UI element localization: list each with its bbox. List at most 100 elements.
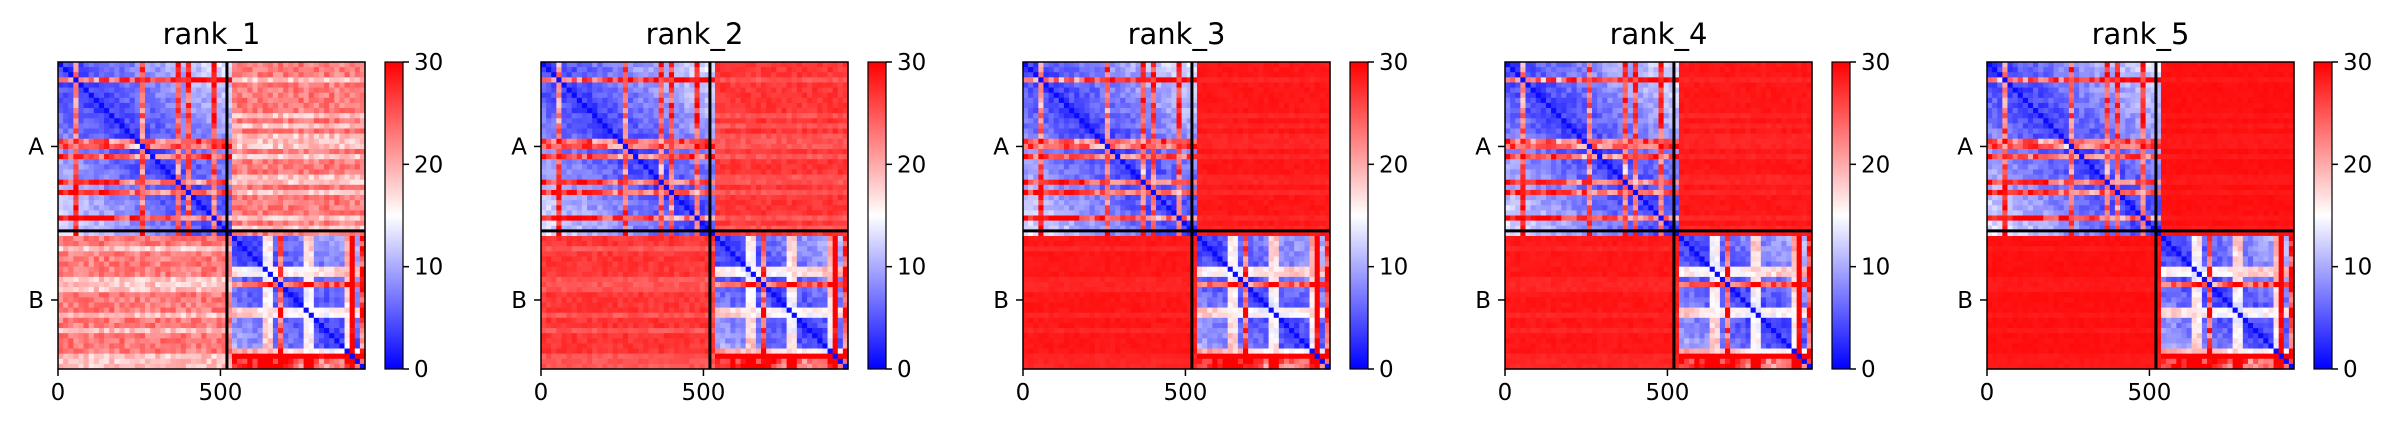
heatmap-cell — [94, 333, 100, 339]
heatmap-cell — [355, 144, 361, 150]
heatmap-cell — [268, 88, 274, 94]
heatmap-cell — [99, 190, 105, 196]
heatmap-cell — [293, 98, 299, 104]
heatmap-cell — [735, 139, 741, 145]
heatmap-cell — [165, 359, 171, 365]
heatmap-cell — [817, 175, 823, 181]
heatmap-cell — [217, 241, 223, 247]
heatmap-cell — [181, 333, 187, 339]
heatmap-cell — [135, 77, 141, 83]
heatmap-cell — [263, 313, 269, 319]
heatmap-cell — [186, 354, 192, 360]
heatmap-cell — [329, 338, 335, 344]
heatmap-cell — [212, 297, 218, 303]
heatmap-cell — [355, 205, 361, 211]
heatmap-cell — [181, 123, 187, 129]
heatmap-cell — [165, 82, 171, 88]
heatmap-cell — [278, 256, 284, 262]
heatmap-cell — [171, 292, 177, 298]
heatmap-cell — [283, 338, 289, 344]
heatmap-cell — [145, 159, 151, 165]
heatmap-cell — [247, 343, 253, 349]
heatmap-cell — [89, 164, 95, 170]
heatmap-cell — [109, 302, 115, 308]
heatmap-cell — [567, 159, 573, 165]
heatmap-cell — [674, 169, 680, 175]
heatmap-cell — [206, 169, 212, 175]
heatmap-cell — [160, 149, 166, 155]
heatmap-cell — [822, 123, 828, 129]
heatmap-cell — [350, 175, 356, 181]
heatmap-cell — [623, 123, 629, 129]
heatmap-cell — [78, 256, 84, 262]
panel-title: rank_2 — [646, 17, 744, 51]
heatmap-cell — [597, 123, 603, 129]
heatmap-cell — [63, 98, 69, 104]
heatmap-cell — [237, 277, 243, 283]
heatmap-cell — [191, 308, 197, 314]
heatmap-cell — [700, 93, 706, 99]
heatmap-cell — [329, 118, 335, 124]
heatmap-cell — [725, 134, 731, 140]
heatmap-cell — [84, 262, 90, 268]
heatmap-cell — [273, 323, 279, 329]
heatmap-cell — [807, 164, 813, 170]
heatmap-cell — [78, 297, 84, 303]
heatmap-cell — [252, 277, 258, 283]
heatmap-cell — [355, 180, 361, 186]
heatmap-cell — [119, 129, 125, 135]
heatmap-cell — [304, 67, 310, 73]
heatmap-cell — [324, 154, 330, 160]
heatmap-cell — [109, 123, 115, 129]
heatmap-cell — [160, 139, 166, 145]
heatmap-cell — [263, 164, 269, 170]
heatmap-cell — [68, 343, 74, 349]
heatmap-cell — [781, 159, 787, 165]
heatmap-cell — [345, 129, 351, 135]
heatmap-cell — [186, 236, 192, 242]
heatmap-cell — [751, 93, 757, 99]
heatmap-cell — [324, 256, 330, 262]
heatmap-cell — [561, 82, 567, 88]
heatmap-cell — [807, 169, 813, 175]
heatmap-cell — [58, 195, 64, 201]
heatmap-cell — [551, 164, 557, 170]
heatmap-cell — [89, 292, 95, 298]
heatmap-cell — [283, 262, 289, 268]
heatmap-cell — [781, 113, 787, 119]
heatmap-cell — [150, 98, 156, 104]
heatmap-cell — [715, 134, 721, 140]
heatmap-cell — [68, 328, 74, 334]
heatmap-cell — [329, 262, 335, 268]
heatmap-cell — [746, 82, 752, 88]
heatmap-cell — [771, 134, 777, 140]
heatmap-cell — [329, 123, 335, 129]
heatmap-cell — [643, 93, 649, 99]
heatmap-cell — [89, 62, 95, 68]
heatmap-cell — [196, 297, 202, 303]
heatmap-cell — [114, 308, 120, 314]
heatmap-cell — [602, 77, 608, 83]
heatmap-cell — [232, 349, 238, 355]
heatmap-cell — [201, 93, 207, 99]
heatmap-cell — [237, 200, 243, 206]
heatmap-cell — [355, 282, 361, 288]
heatmap-cell — [232, 169, 238, 175]
heatmap-cell — [828, 134, 834, 140]
heatmap-cell — [319, 159, 325, 165]
heatmap-cell — [104, 123, 110, 129]
heatmap-cell — [160, 159, 166, 165]
heatmap-cell — [283, 256, 289, 262]
heatmap-cell — [252, 108, 258, 114]
heatmap-cell — [298, 113, 304, 119]
heatmap-cell — [150, 267, 156, 273]
heatmap-cell — [217, 144, 223, 150]
heatmap-cell — [155, 93, 161, 99]
heatmap-cell — [160, 338, 166, 344]
heatmap-cell — [176, 77, 182, 83]
heatmap-cell — [643, 118, 649, 124]
heatmap-cell — [817, 118, 823, 124]
heatmap-cell — [196, 159, 202, 165]
heatmap-cell — [104, 67, 110, 73]
heatmap-cell — [319, 149, 325, 155]
